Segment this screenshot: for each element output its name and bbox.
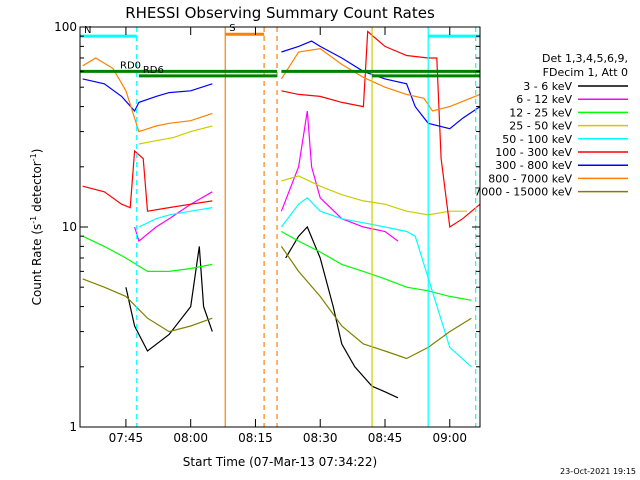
legend-label-12-25-kev: 12 - 25 keV — [509, 106, 572, 119]
legend-label-800-7000-kev: 800 - 7000 keV — [488, 172, 572, 185]
series-line-6-12-kev — [134, 191, 213, 243]
y-tick-label-1: 1 — [69, 420, 77, 434]
x-tick-label-08-15: 08:15 — [238, 431, 273, 445]
x-tick-label-07-45: 07:45 — [109, 431, 144, 445]
legend: Det 1,3,4,5,6,9, FDecim 1, Att 0 3 - 6 k… — [474, 52, 628, 199]
legend-label-100-300-kev: 100 - 300 keV — [495, 146, 572, 159]
state-bar-label-rd0: RD0 — [120, 60, 141, 71]
series-line-100-300-kev — [82, 149, 213, 212]
series-12-25-kev — [82, 230, 472, 301]
legend-label-25-50-kev: 25 - 50 keV — [509, 120, 572, 133]
series-line-25-50-kev — [281, 175, 467, 216]
state-bar-label-rd6: RD6 — [143, 65, 164, 76]
render-timestamp: 23-Oct-2021 19:15 — [560, 467, 636, 476]
series-line-12-25-kev — [281, 230, 472, 301]
series-line-25-50-kev — [138, 125, 213, 145]
series-100-300-kev — [82, 30, 481, 229]
y-tick-label-100: 100 — [54, 20, 77, 34]
series-layer — [82, 30, 481, 399]
series-line-800-7000-kev — [280, 47, 481, 112]
series-line-7000-15000-kev — [280, 246, 472, 360]
x-axis-label: Start Time (07-Mar-13 07:34:22) — [183, 455, 377, 469]
series-3-6-kev — [125, 225, 399, 399]
x-tick-label-08-30: 08:30 — [303, 431, 338, 445]
series-line-300-800-kev — [82, 78, 213, 113]
series-300-800-kev — [82, 40, 481, 130]
legend-header-line-2: FDecim 1, Att 0 — [543, 66, 628, 79]
series-line-800-7000-kev — [82, 57, 213, 133]
x-tick-label-09-00: 09:00 — [432, 431, 467, 445]
series-line-50-100-kev — [138, 207, 213, 228]
y-tick-label-10: 10 — [62, 220, 77, 234]
legend-label-6-12-kev: 6 - 12 keV — [516, 93, 572, 106]
state-bar-label-n: N — [84, 25, 91, 36]
x-tick-label-08-45: 08:45 — [368, 431, 403, 445]
legend-label-50-100-kev: 50 - 100 keV — [502, 133, 572, 146]
series-line-6-12-kev — [280, 110, 399, 242]
series-50-100-kev — [138, 197, 472, 368]
series-line-50-100-kev — [280, 197, 472, 368]
legend-header-line-1: Det 1,3,4,5,6,9, — [542, 52, 628, 65]
chart-title: RHESSI Observing Summary Count Rates — [125, 4, 435, 22]
series-line-3-6-kev — [125, 246, 213, 352]
series-6-12-kev — [134, 110, 399, 243]
series-line-12-25-kev — [82, 235, 213, 272]
series-line-100-300-kev — [281, 30, 481, 229]
series-line-300-800-kev — [281, 40, 481, 130]
series-25-50-kev — [138, 125, 467, 216]
axis-ticks: 07:45 08:00 08:15 08:30 08:45 09:00 1 10 100 — [54, 20, 480, 445]
legend-label-3-6-kev: 3 - 6 keV — [523, 80, 572, 93]
legend-label-300-800-kev: 300 - 800 keV — [495, 159, 572, 172]
x-tick-label-08-00: 08:00 — [173, 431, 208, 445]
series-line-7000-15000-kev — [82, 278, 213, 333]
legend-label-7000-15000-kev: 7000 - 15000 keV — [474, 186, 572, 199]
state-bar-label-s: S — [229, 23, 235, 34]
y-axis-label: Count Rate (s-1 detector-1) — [29, 149, 44, 306]
series-800-7000-kev — [82, 47, 481, 133]
overlay-layer: N S RD0 RD6 — [80, 23, 480, 427]
series-line-3-6-kev — [285, 225, 399, 399]
series-7000-15000-kev — [82, 246, 472, 360]
